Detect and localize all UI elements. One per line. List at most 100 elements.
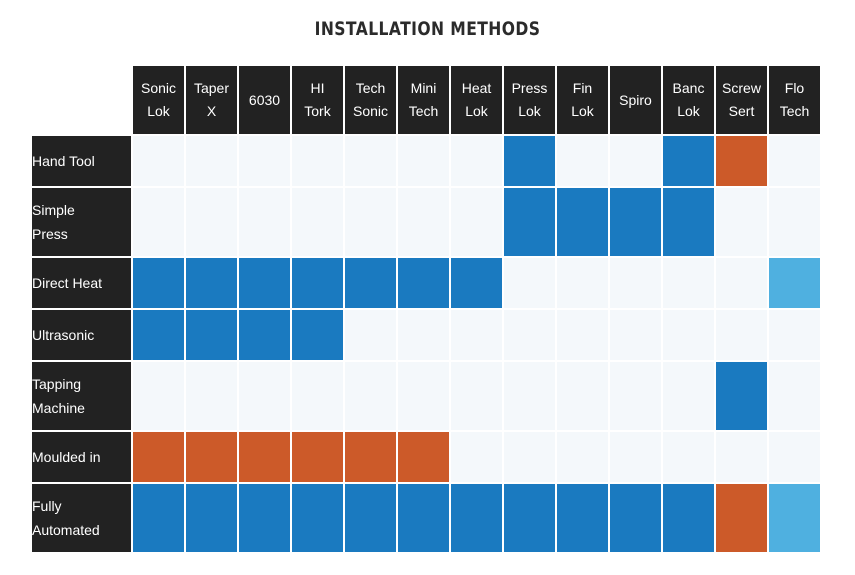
matrix-row: Tapping Machine [32,362,820,430]
column-header-label: Fin Lok [571,80,594,119]
matrix-cell [557,188,608,256]
matrix-cell [716,136,767,186]
column-header: Spiro [610,66,661,134]
matrix-cell [504,188,555,256]
matrix-cell [292,362,343,430]
matrix-cell [663,188,714,256]
matrix-cell [663,484,714,552]
matrix-body: Hand Tool Simple Press Direct Heat Ultrason… [32,136,820,552]
row-header: Hand Tool [32,136,131,186]
matrix-cell [769,136,820,186]
matrix-cell [133,136,184,186]
matrix-cell [186,362,237,430]
matrix-cell [716,188,767,256]
matrix-cell [345,136,396,186]
matrix-cell [451,258,502,308]
matrix-cell [716,362,767,430]
row-header-label: Moulded in [32,449,101,465]
matrix-cell [716,310,767,360]
matrix-cell [345,258,396,308]
matrix-cell [398,310,449,360]
matrix-cell [398,188,449,256]
matrix-cell [186,258,237,308]
matrix-cell [610,310,661,360]
matrix-cell [769,362,820,430]
matrix-cell [398,136,449,186]
matrix-cell [610,136,661,186]
column-header-label: Screw Sert [722,80,761,119]
matrix-cell [504,136,555,186]
column-header-label: Mini Tech [408,80,439,119]
matrix-cell [186,432,237,482]
matrix-cell [186,310,237,360]
column-header-label: Heat Lok [461,80,492,119]
column-header-label: 6030 [248,91,281,108]
column-header-label: Press Lok [511,80,548,119]
matrix-cell [345,188,396,256]
matrix-cell [769,188,820,256]
matrix-cell [345,432,396,482]
matrix-row: Direct Heat [32,258,820,308]
matrix-cell [716,484,767,552]
matrix-cell [292,310,343,360]
column-header: Fin Lok [557,66,608,134]
matrix-cell [663,432,714,482]
column-header: Sonic Lok [133,66,184,134]
matrix-cell [133,484,184,552]
column-header: Screw Sert [716,66,767,134]
column-header-label: Spiro [619,91,652,108]
matrix-cell [557,136,608,186]
row-header: Ultrasonic [32,310,131,360]
column-header-label: Taper X [193,80,230,119]
matrix-cell [292,432,343,482]
column-header: Tech Sonic [345,66,396,134]
matrix-cell [133,258,184,308]
row-header: Direct Heat [32,258,131,308]
column-header-label: Banc Lok [672,80,705,119]
column-header-label: Flo Tech [779,80,810,119]
matrix-cell [610,258,661,308]
matrix-cell [292,188,343,256]
matrix-cell [663,136,714,186]
row-header: Moulded in [32,432,131,482]
column-header: 6030 [239,66,290,134]
matrix-cell [504,258,555,308]
column-header: HI Tork [292,66,343,134]
matrix-cell [345,310,396,360]
matrix-row: Simple Press [32,188,820,256]
row-header-label: Hand Tool [32,153,95,169]
matrix-cell [133,310,184,360]
matrix-row: Moulded in [32,432,820,482]
matrix-cell [398,362,449,430]
matrix-cell [398,258,449,308]
matrix-cell [186,484,237,552]
matrix-row: Ultrasonic [32,310,820,360]
matrix-cell [557,310,608,360]
matrix-cell [769,432,820,482]
matrix-cell [292,136,343,186]
matrix-cell [610,188,661,256]
matrix-cell [504,484,555,552]
row-header: Tapping Machine [32,362,131,430]
matrix-cell [504,362,555,430]
matrix-cell [239,484,290,552]
row-header-label: Direct Heat [32,275,103,291]
matrix-cell [716,258,767,308]
matrix-cell [610,362,661,430]
matrix-cell [663,362,714,430]
matrix-cell [769,258,820,308]
matrix-cell [451,432,502,482]
matrix-cell [133,188,184,256]
matrix-cell [663,258,714,308]
installation-matrix: Sonic Lok Taper X 6030 HI Tork Tech Sonic Min… [30,64,822,554]
matrix-cell [451,484,502,552]
row-header-label: Ultrasonic [32,327,95,343]
column-header-label: Tech Sonic [352,80,389,119]
matrix-cell [186,188,237,256]
matrix-cell [186,136,237,186]
matrix-cell [451,362,502,430]
row-header: Simple Press [32,188,131,256]
corner-cell [32,66,131,134]
matrix-cell [716,432,767,482]
matrix-cell [239,432,290,482]
